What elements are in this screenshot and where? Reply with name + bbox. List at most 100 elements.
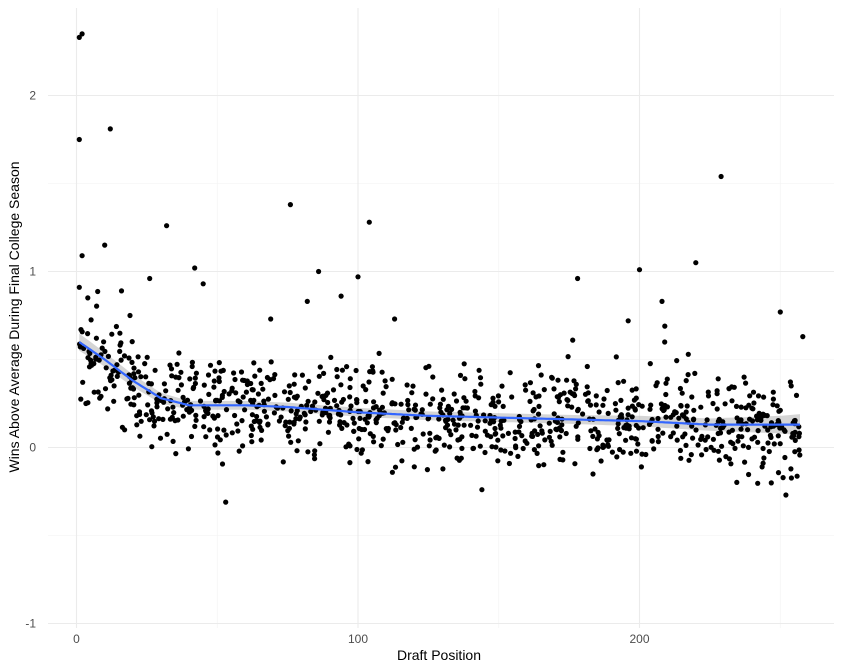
data-point <box>636 425 642 431</box>
data-point <box>215 450 221 456</box>
data-point <box>338 293 344 299</box>
data-point <box>699 452 705 458</box>
data-point <box>615 421 621 427</box>
data-point <box>223 499 229 505</box>
data-point <box>516 423 523 429</box>
data-point <box>793 392 800 398</box>
data-point <box>664 376 670 382</box>
data-point <box>366 379 372 385</box>
data-point <box>385 425 391 432</box>
data-point <box>473 433 479 439</box>
data-point <box>147 275 153 282</box>
data-point <box>554 419 561 425</box>
data-point <box>761 394 767 400</box>
data-point <box>549 374 555 380</box>
data-point <box>788 475 795 481</box>
data-point <box>316 373 322 379</box>
data-point <box>233 390 239 396</box>
data-point <box>580 411 586 417</box>
data-point <box>78 396 84 402</box>
data-point <box>193 370 199 376</box>
data-point <box>548 438 554 444</box>
data-point <box>616 431 622 437</box>
data-point <box>427 401 433 407</box>
data-point <box>151 418 158 424</box>
data-point <box>684 403 690 409</box>
data-point <box>105 353 111 359</box>
data-point <box>240 377 246 383</box>
data-point <box>547 428 553 434</box>
data-point <box>646 421 653 427</box>
data-point <box>498 425 504 431</box>
data-point <box>600 442 606 448</box>
data-point <box>392 464 399 470</box>
data-point <box>280 459 286 465</box>
data-point <box>268 359 274 365</box>
data-point <box>255 391 261 397</box>
data-point <box>412 402 419 408</box>
data-point <box>796 447 802 453</box>
smooth-trend-line <box>78 341 800 426</box>
data-point <box>249 439 255 445</box>
data-point <box>515 453 521 459</box>
data-point <box>458 455 464 461</box>
data-point <box>475 418 481 424</box>
data-point <box>85 400 91 406</box>
data-point <box>710 436 717 442</box>
data-point <box>639 451 645 457</box>
data-point <box>738 426 744 432</box>
data-point <box>539 430 545 436</box>
data-point <box>536 463 542 469</box>
data-point <box>389 376 395 382</box>
data-point <box>655 426 661 432</box>
data-point <box>681 413 687 419</box>
data-point <box>733 403 740 409</box>
data-point <box>156 416 162 422</box>
data-point <box>328 354 334 360</box>
data-point <box>782 428 788 434</box>
data-point <box>102 386 109 392</box>
data-point <box>334 403 340 409</box>
data-point <box>635 441 641 447</box>
data-point <box>379 369 385 375</box>
data-point <box>85 295 91 301</box>
data-point <box>495 393 501 399</box>
data-point <box>796 434 802 440</box>
data-point <box>451 391 457 397</box>
data-point <box>220 367 226 373</box>
data-point <box>351 420 357 426</box>
data-point <box>438 409 444 415</box>
data-point <box>499 383 505 389</box>
data-point <box>338 382 344 388</box>
data-point <box>223 407 230 413</box>
data-point <box>121 353 128 359</box>
data-point <box>285 428 291 434</box>
data-point <box>617 446 623 453</box>
data-point <box>760 445 766 452</box>
data-point <box>492 425 498 432</box>
data-point <box>347 384 353 391</box>
data-point <box>740 443 746 449</box>
data-point <box>297 414 303 420</box>
data-point <box>705 434 711 440</box>
data-point <box>758 417 764 423</box>
data-point <box>136 409 143 415</box>
data-point <box>223 432 229 438</box>
data-point <box>750 389 757 395</box>
data-point <box>254 413 260 420</box>
data-point <box>476 395 482 401</box>
data-point <box>747 416 753 422</box>
data-point <box>546 420 552 426</box>
data-point <box>411 464 417 470</box>
data-point <box>660 430 666 436</box>
data-point <box>633 395 639 401</box>
data-point <box>366 413 372 419</box>
data-point <box>363 398 369 405</box>
data-point <box>462 376 468 382</box>
data-point <box>180 394 186 400</box>
data-point <box>780 475 786 481</box>
data-point <box>742 459 748 465</box>
data-point <box>323 410 329 416</box>
data-point <box>594 436 601 442</box>
data-point <box>764 413 770 419</box>
